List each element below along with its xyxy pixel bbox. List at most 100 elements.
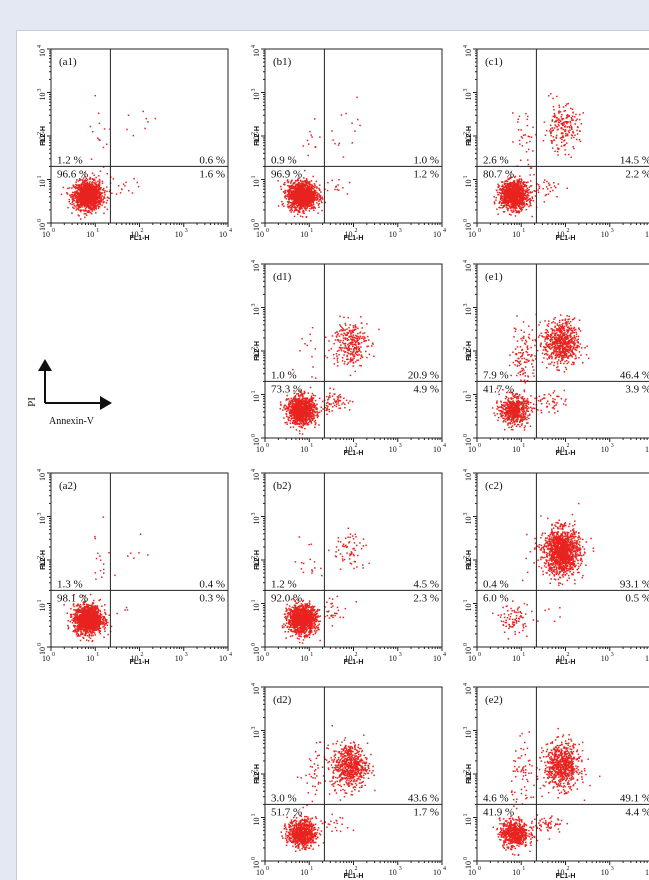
event-dot (94, 206, 96, 208)
event-dot (92, 210, 94, 212)
event-dot (103, 147, 105, 149)
event-dot (520, 201, 522, 203)
event-dot (338, 144, 340, 146)
event-dot (294, 216, 296, 218)
event-dot (78, 215, 80, 217)
event-dot (77, 190, 79, 192)
event-dot (517, 180, 519, 182)
x-tick-exponent: 3 (611, 228, 614, 234)
event-dot (97, 137, 99, 139)
event-dot (312, 194, 314, 196)
event-dot (555, 187, 557, 189)
x-tick-label: 10 (601, 230, 609, 239)
event-dot (307, 191, 309, 193)
event-dot (530, 203, 532, 205)
event-dot (549, 184, 551, 186)
event-dot (567, 126, 569, 128)
event-dot (91, 158, 93, 160)
event-dot (103, 202, 105, 204)
event-dot (298, 182, 300, 184)
event-dot (285, 196, 287, 198)
event-dot (294, 210, 296, 212)
event-dot (514, 186, 516, 188)
event-dot (516, 207, 518, 209)
event-dot (561, 139, 563, 141)
event-dot (554, 115, 556, 117)
event-dot (284, 182, 286, 184)
event-dot (518, 129, 520, 131)
event-dot (292, 204, 294, 206)
event-dot (88, 197, 90, 199)
event-dot (86, 184, 88, 186)
y-tick-label: 10 (252, 180, 261, 188)
event-dot (512, 185, 514, 187)
event-dot (345, 113, 347, 115)
event-dot (87, 190, 89, 192)
event-dot (74, 195, 76, 197)
event-dot (132, 192, 134, 194)
x-tick-exponent: 1 (522, 228, 525, 234)
event-dot (92, 209, 94, 211)
event-dot (502, 192, 504, 194)
event-dot (102, 199, 104, 201)
event-dot (294, 182, 296, 184)
event-dot (293, 194, 295, 196)
event-dot (575, 123, 577, 125)
event-dot (108, 198, 110, 200)
event-dot (307, 203, 309, 205)
event-dot (518, 119, 520, 121)
event-dot (309, 210, 311, 212)
event-dot (290, 427, 292, 429)
event-dot (92, 196, 94, 198)
event-dot (553, 140, 555, 142)
event-dot (527, 188, 529, 190)
event-dot (517, 192, 519, 194)
event-dot (513, 209, 515, 211)
event-dot (526, 209, 528, 211)
event-dot (101, 192, 103, 194)
event-dot (505, 198, 507, 200)
event-dot (291, 194, 293, 196)
event-dot (507, 181, 509, 183)
event-dot (286, 416, 288, 418)
event-dot (572, 109, 574, 111)
event-dot (529, 141, 531, 143)
event-dot (309, 189, 311, 191)
event-dot (318, 193, 320, 195)
event-dot (515, 207, 517, 209)
event-dot (95, 201, 97, 203)
event-dot (144, 128, 146, 130)
event-dot (556, 144, 558, 146)
event-dot (300, 215, 302, 217)
event-dot (579, 139, 581, 141)
event-dot (314, 395, 316, 397)
event-dot (107, 200, 109, 202)
event-dot (71, 204, 73, 206)
event-dot (306, 198, 308, 200)
event-dot (66, 192, 68, 194)
event-dot (511, 206, 513, 208)
event-dot (515, 176, 517, 178)
event-dot (513, 211, 515, 213)
event-dot (297, 194, 299, 196)
event-dot (341, 114, 343, 116)
event-dot (339, 143, 341, 145)
event-dot (93, 180, 95, 182)
event-dot (99, 182, 101, 184)
event-dot (86, 189, 88, 191)
event-dot (306, 181, 308, 183)
event-dot (320, 191, 322, 193)
event-dot (552, 98, 554, 100)
event-dot (287, 204, 289, 206)
event-dot (520, 160, 522, 162)
quadrant-upper-right-percent: 14.5 % (620, 154, 649, 166)
event-dot (314, 427, 316, 429)
event-dot (525, 193, 527, 195)
event-dot (520, 194, 522, 196)
event-dot (518, 203, 520, 205)
event-dot (81, 198, 83, 200)
event-dot (546, 194, 548, 196)
event-dot (512, 212, 513, 214)
event-dot (496, 197, 498, 199)
quadrant-lower-right-percent: 1.2 % (413, 168, 439, 180)
